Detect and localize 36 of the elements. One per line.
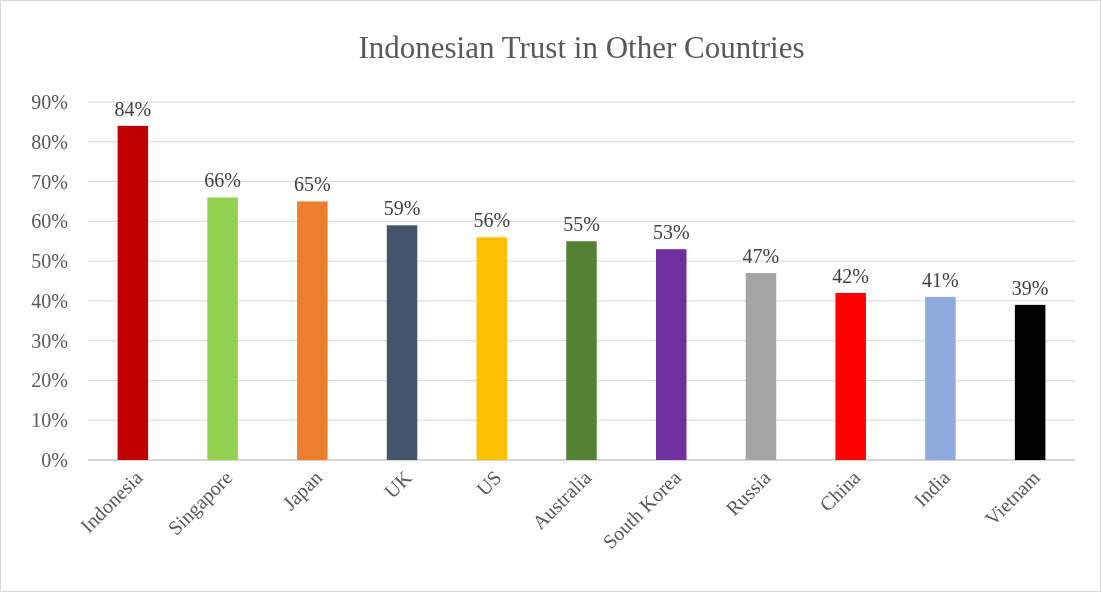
bar <box>1014 304 1046 460</box>
bar <box>745 273 777 460</box>
x-tick-label: UK <box>379 465 417 503</box>
bar <box>925 296 956 460</box>
y-tick-label: 50% <box>31 250 68 273</box>
y-tick-label: 70% <box>31 170 68 193</box>
data-label: 66% <box>204 169 241 192</box>
data-label: 56% <box>473 209 511 232</box>
y-tick-label: 30% <box>31 329 68 352</box>
bar <box>117 125 149 460</box>
data-label: 47% <box>742 245 780 268</box>
data-label: 41% <box>922 268 959 291</box>
y-tick-label: 90% <box>31 91 68 113</box>
bar <box>386 225 418 460</box>
data-label: 65% <box>293 173 331 196</box>
data-label: 42% <box>832 264 870 287</box>
y-tick-label: 40% <box>31 289 68 312</box>
y-tick-label: 80% <box>31 130 68 153</box>
data-label: 53% <box>652 221 690 244</box>
x-tick-label: US <box>471 466 506 500</box>
data-label: 55% <box>563 213 600 236</box>
bar <box>835 292 866 460</box>
chart-title: Indonesian Trust in Other Countries <box>358 30 805 65</box>
y-tick-label: 10% <box>31 409 68 432</box>
bar <box>207 197 238 460</box>
data-label: 84% <box>114 97 152 120</box>
bar <box>566 241 597 460</box>
bar <box>476 237 508 460</box>
bar <box>297 201 328 460</box>
x-tick-label: India <box>909 466 955 511</box>
y-tick-label: 20% <box>31 369 68 392</box>
y-tick-label: 60% <box>31 210 68 233</box>
data-label: 59% <box>383 197 421 220</box>
y-tick-label: 0% <box>41 449 68 471</box>
bar <box>655 249 687 460</box>
data-label: 39% <box>1011 276 1049 299</box>
